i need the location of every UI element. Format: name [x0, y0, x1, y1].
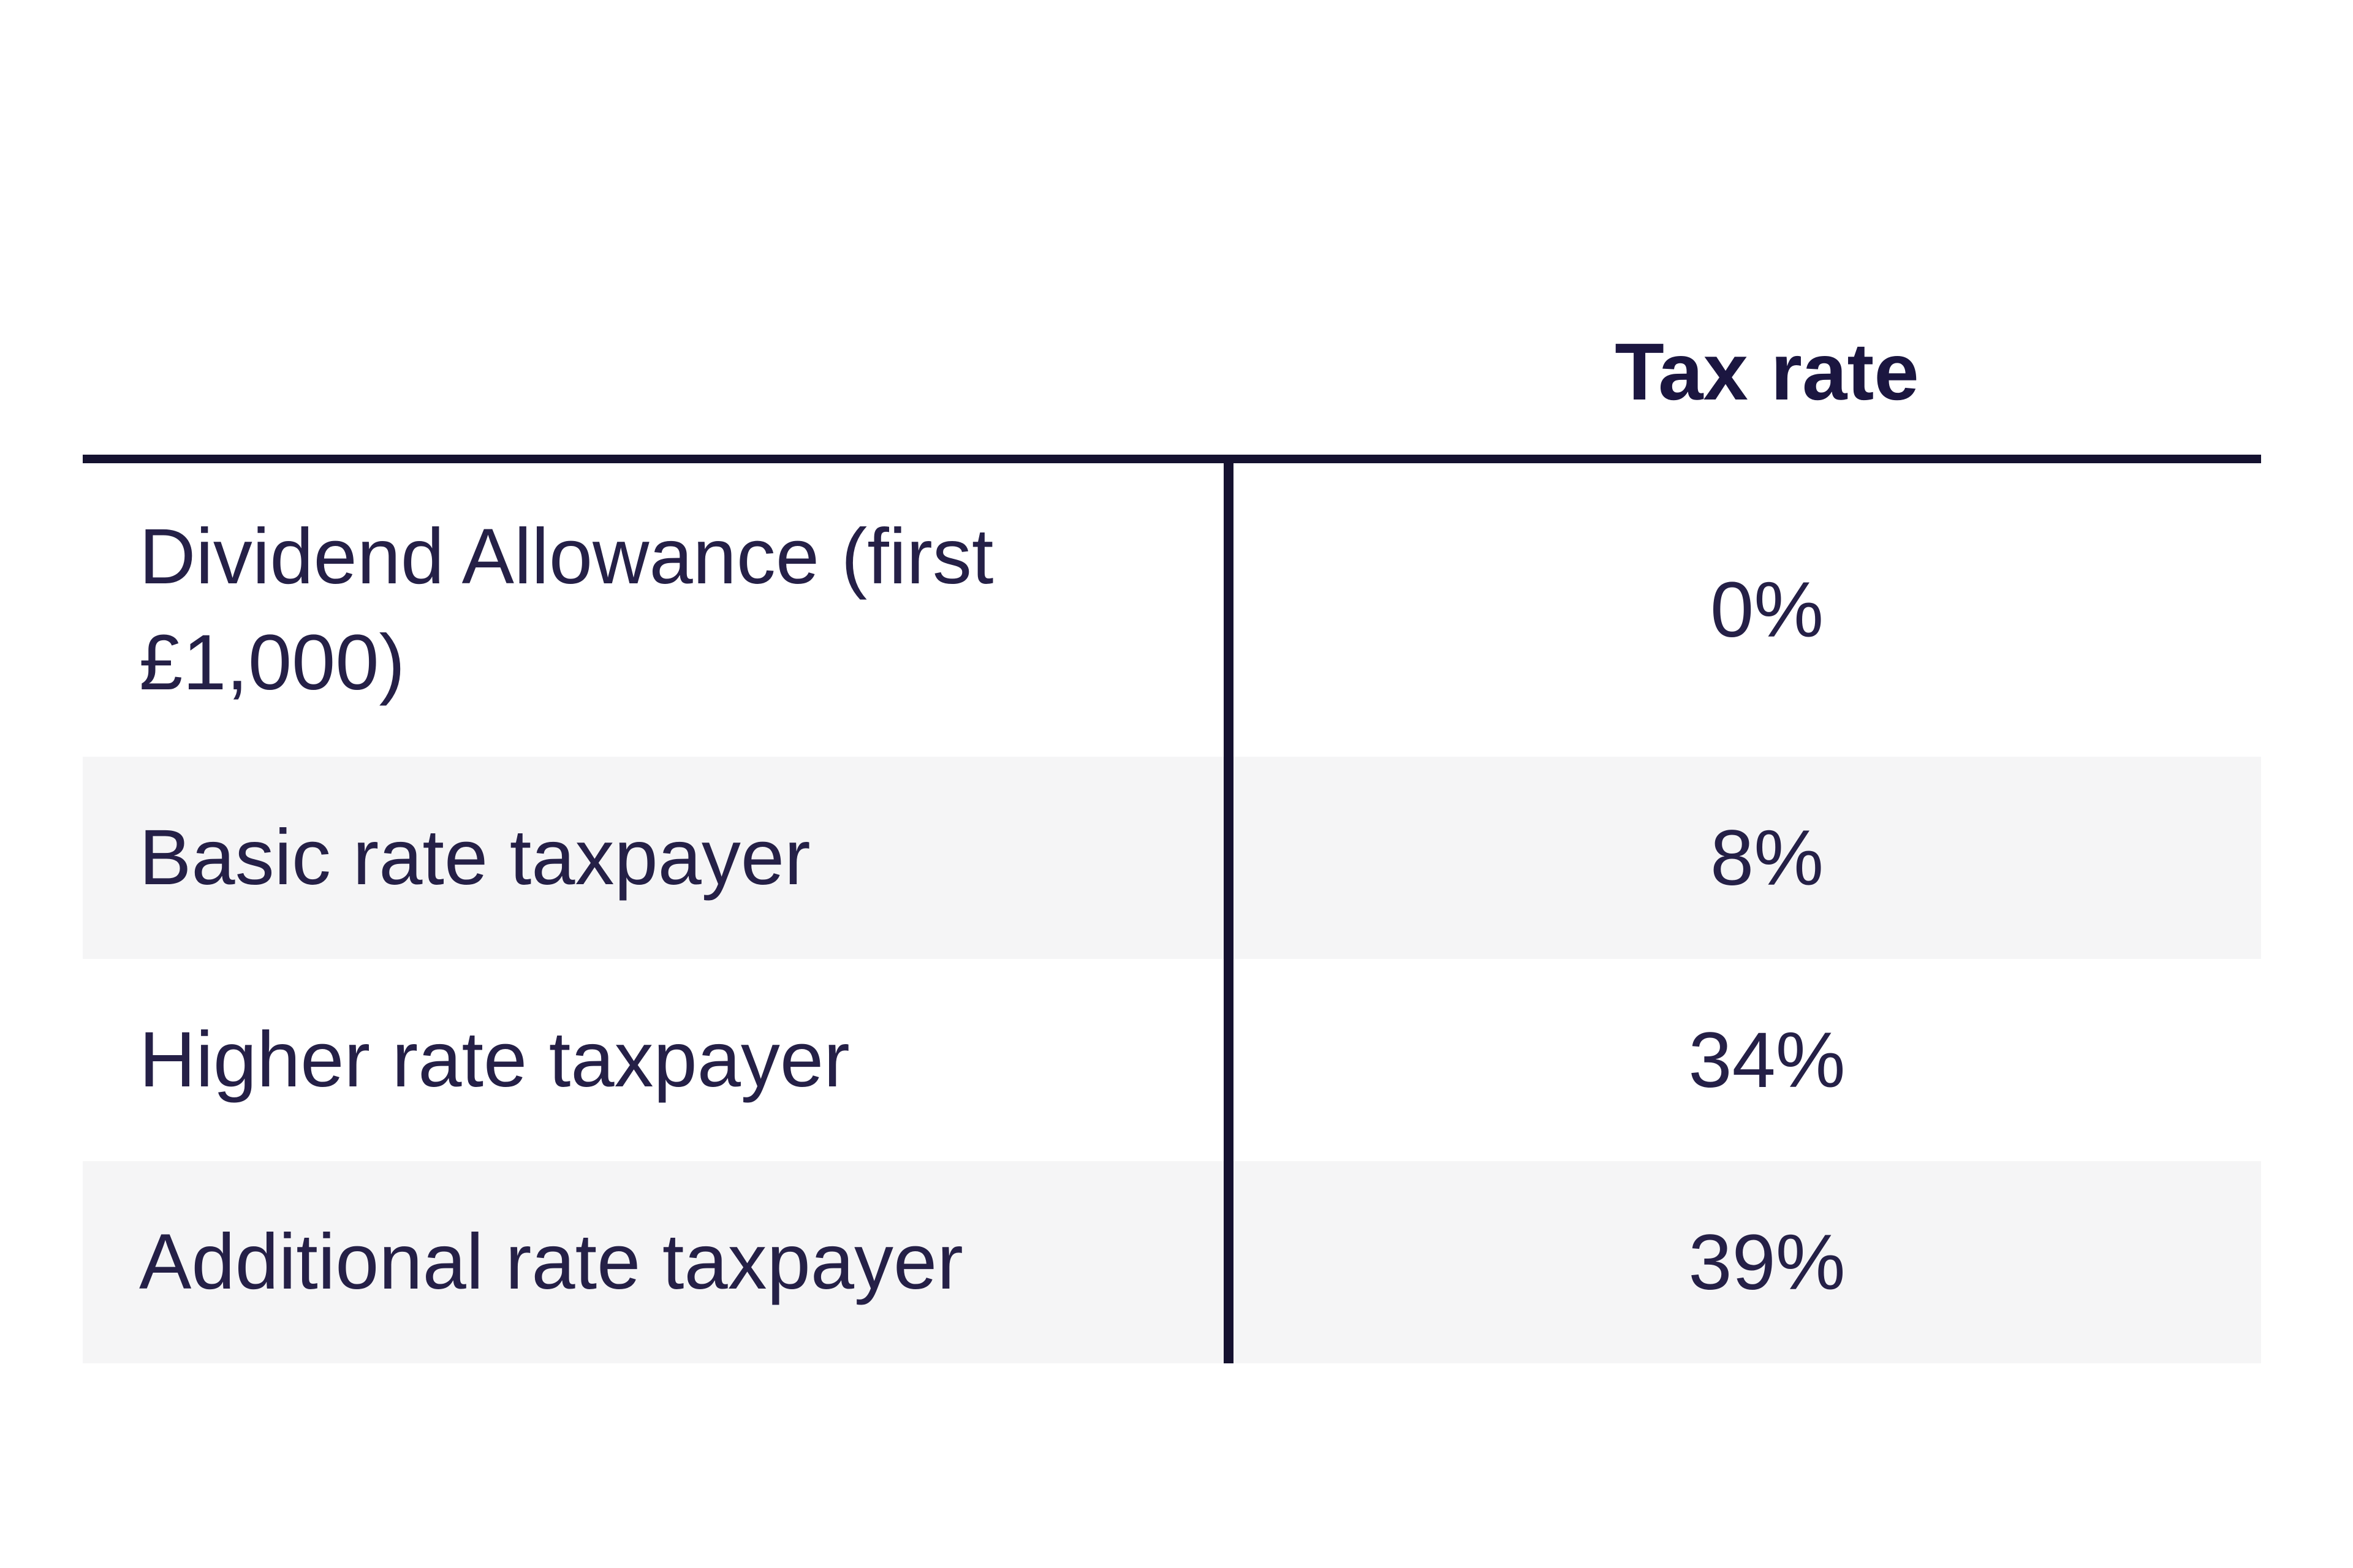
row-value: 39%	[1688, 1218, 1846, 1306]
tax-rate-table: Tax rate Dividend Allowance (first £1,00…	[83, 288, 2261, 1363]
table-header-row: Tax rate	[83, 288, 2261, 463]
column-divider	[1224, 463, 1233, 1363]
row-value: 34%	[1688, 1016, 1846, 1104]
table-row: Basic rate taxpayer 8%	[83, 757, 2261, 959]
table-row: Dividend Allowance (first £1,000) 0%	[83, 463, 2261, 757]
row-label: Basic rate taxpayer	[139, 813, 811, 901]
table-row: Additional rate taxpayer 39%	[83, 1161, 2261, 1363]
table-body: Dividend Allowance (first £1,000) 0% Bas…	[83, 463, 2261, 1363]
table-row: Higher rate taxpayer 34%	[83, 959, 2261, 1161]
row-label: Dividend Allowance (first £1,000)	[139, 512, 994, 706]
row-value: 0%	[1710, 566, 1824, 654]
tax-rate-column-header: Tax rate	[1615, 326, 1919, 417]
row-label: Additional rate taxpayer	[139, 1218, 963, 1306]
row-value: 8%	[1710, 814, 1824, 902]
row-label: Higher rate taxpayer	[139, 1015, 850, 1104]
